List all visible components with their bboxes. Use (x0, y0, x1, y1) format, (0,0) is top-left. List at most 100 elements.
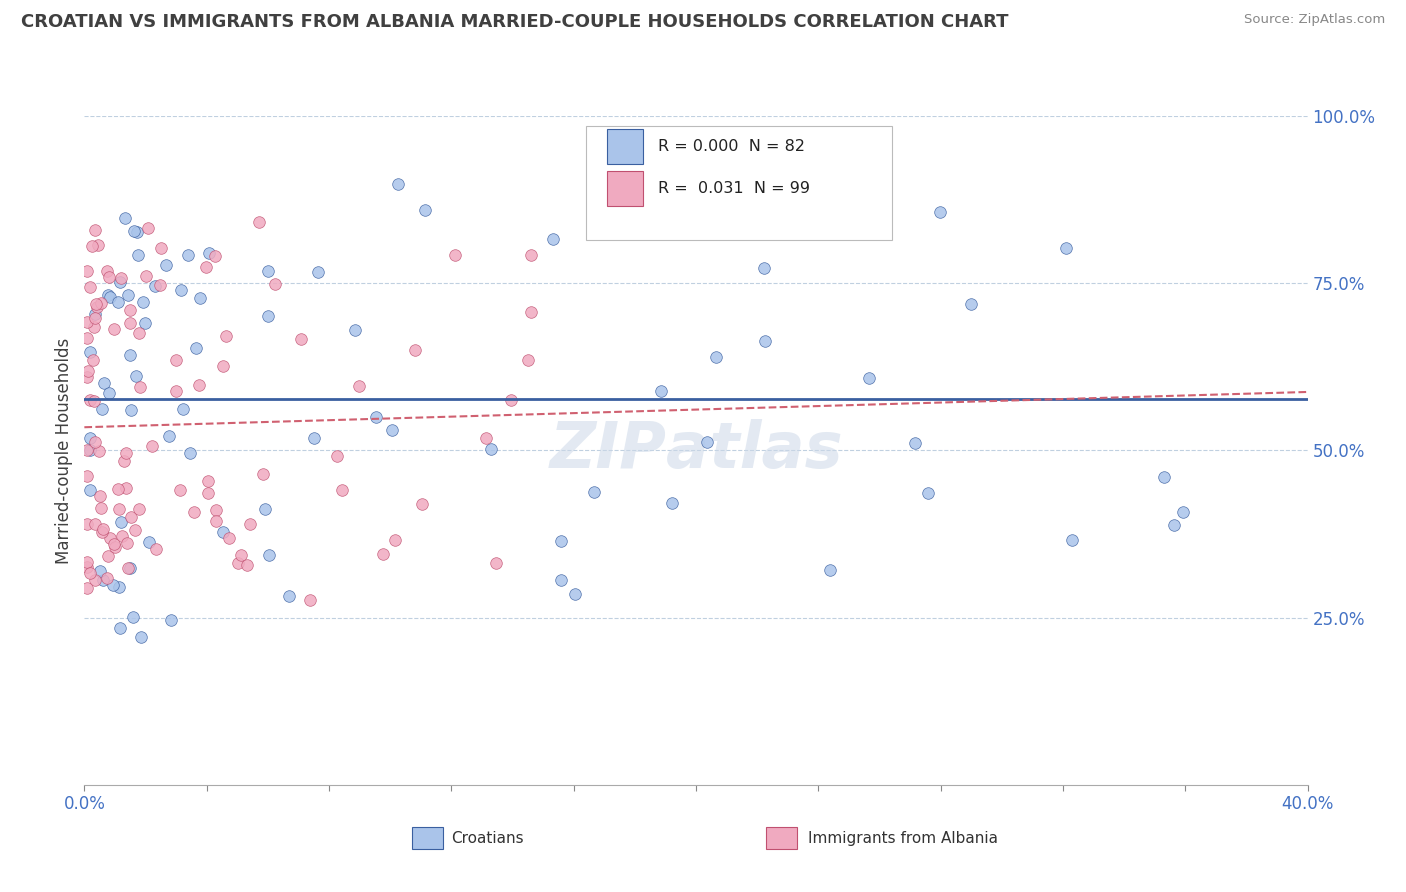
Text: R =  0.031  N = 99: R = 0.031 N = 99 (658, 181, 810, 196)
Point (187, 377, 209, 392)
Point (125, 369, 148, 384)
Point (117, 560, 139, 574)
Point (84, 297, 107, 311)
Point (79, 483, 101, 497)
Point (101, 578, 124, 592)
Point (98, 386, 121, 401)
Point (155, 258, 177, 272)
Point (84, 573, 107, 587)
Point (264, 277, 287, 292)
Point (93, 522, 115, 536)
Point (82, 352, 104, 367)
Point (97, 288, 120, 302)
Point (371, 547, 394, 561)
Point (79, 566, 101, 580)
Point (904, 436, 927, 450)
Point (307, 265, 329, 279)
Point (229, 548, 252, 562)
Point (165, 384, 187, 398)
Point (120, 560, 142, 574)
Bar (606, 129, 644, 164)
Point (197, 475, 219, 489)
Point (120, 402, 142, 417)
Point (960, 296, 983, 310)
Point (1171, 505, 1194, 519)
Text: ZIP​atlas: ZIP​atlas (550, 419, 842, 482)
Point (132, 294, 155, 309)
Point (169, 483, 191, 497)
Point (114, 211, 136, 225)
Point (76, 370, 98, 384)
Point (198, 246, 221, 260)
Point (98, 290, 121, 304)
Point (76, 315, 98, 329)
Point (157, 429, 180, 443)
Point (381, 423, 404, 437)
Point (97, 549, 120, 563)
Point (704, 350, 727, 364)
Point (205, 503, 228, 517)
Point (475, 431, 498, 445)
Point (122, 224, 145, 238)
Point (134, 316, 156, 330)
Point (98, 270, 121, 285)
Point (115, 481, 138, 495)
Point (278, 589, 301, 603)
Point (384, 533, 406, 547)
Point (520, 248, 543, 262)
Point (550, 574, 572, 588)
Point (754, 334, 776, 348)
Point (858, 371, 880, 385)
Point (160, 613, 183, 627)
Point (107, 482, 129, 496)
Point (215, 328, 238, 343)
Point (79, 280, 101, 294)
Point (83, 517, 105, 532)
Point (128, 326, 150, 340)
Point (218, 531, 240, 545)
Text: R = 0.000  N = 82: R = 0.000 N = 82 (658, 139, 806, 154)
Point (90, 500, 112, 515)
Point (661, 496, 683, 510)
FancyBboxPatch shape (586, 126, 891, 240)
Point (83, 223, 105, 237)
Point (404, 343, 426, 357)
Point (86, 301, 108, 315)
Point (96, 264, 118, 278)
Point (103, 322, 125, 336)
Point (79, 344, 101, 359)
Point (100, 532, 122, 546)
Point (104, 541, 127, 555)
Point (79, 443, 101, 458)
Point (411, 497, 433, 511)
Point (212, 525, 235, 540)
Point (332, 483, 354, 497)
Point (917, 486, 939, 500)
Point (128, 501, 150, 516)
Point (108, 275, 131, 289)
Point (183, 505, 205, 519)
Point (254, 502, 277, 516)
Point (501, 392, 523, 407)
Point (83, 320, 105, 334)
Point (519, 305, 541, 319)
Point (76, 469, 98, 483)
Point (76, 581, 98, 595)
Point (517, 353, 540, 368)
Point (115, 535, 138, 549)
Text: CROATIAN VS IMMIGRANTS FROM ALBANIA MARRIED-COUPLE HOUSEHOLDS CORRELATION CHART: CROATIAN VS IMMIGRANTS FROM ALBANIA MARR… (21, 13, 1008, 31)
Point (145, 541, 167, 556)
Point (149, 277, 172, 292)
Point (550, 534, 572, 549)
Point (127, 225, 149, 239)
Point (1054, 241, 1077, 255)
Point (87, 444, 110, 458)
Point (76, 330, 98, 344)
Point (118, 316, 141, 330)
Point (107, 295, 129, 310)
Point (93, 376, 115, 390)
Point (76, 559, 98, 574)
Point (111, 529, 134, 543)
Point (650, 216, 672, 230)
Point (696, 434, 718, 449)
